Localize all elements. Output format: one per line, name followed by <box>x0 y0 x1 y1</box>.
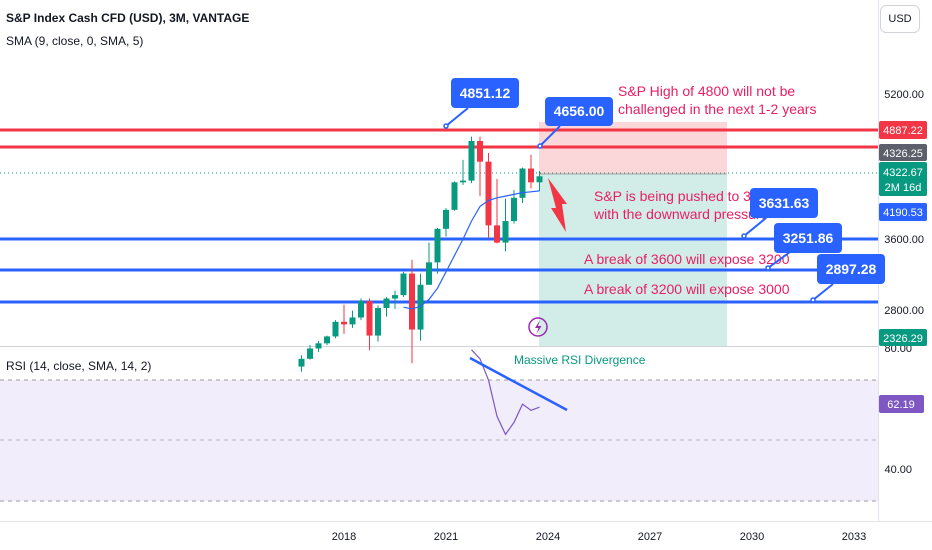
candle-body[interactable] <box>519 168 526 198</box>
callout-4851-label: 4851.12 <box>460 85 511 101</box>
candle-body[interactable] <box>332 321 339 337</box>
callout-2897[interactable]: 2897.28 <box>810 254 885 303</box>
note-break-3200[interactable]: A break of 3200 will expose 3000 <box>584 281 790 297</box>
candle-body[interactable] <box>494 225 500 243</box>
candle-body[interactable] <box>511 197 517 222</box>
price-tag-4326: 4326.25 <box>883 148 923 160</box>
callout-2897-label: 2897.28 <box>826 261 877 277</box>
candle-body[interactable] <box>417 284 424 330</box>
time-tick-2024: 2024 <box>536 531 560 543</box>
candle-body[interactable] <box>298 358 305 367</box>
chart-title: S&P Index Cash CFD (USD), 3M, VANTAGE <box>6 11 250 25</box>
price-tick-2800: 2800.00 <box>884 305 924 317</box>
rsi-value-tag: 62.19 <box>887 399 915 411</box>
sma-legend[interactable]: SMA (9, close, 0, SMA, 5) <box>6 34 144 48</box>
candle-body[interactable] <box>460 180 466 183</box>
candlestick-series[interactable] <box>298 136 543 372</box>
candle-body[interactable] <box>485 161 492 226</box>
callout-4656-label: 4656.00 <box>554 103 605 119</box>
price-tag-2326: 2326.29 <box>883 333 923 345</box>
time-tick-2030: 2030 <box>740 531 764 543</box>
candle-body[interactable] <box>349 317 356 325</box>
price-tag-sma-bg <box>879 203 927 221</box>
note-break-3600[interactable]: A break of 3600 will expose 3200 <box>584 251 790 267</box>
callout-4656[interactable]: 4656.00 <box>537 97 613 149</box>
callout-3251[interactable]: 3251.86 <box>765 223 842 271</box>
callout-4851[interactable]: 4851.12 <box>443 78 519 129</box>
price-tag-sma: 4190.53 <box>883 207 923 219</box>
callout-3631[interactable]: 3631.63 <box>741 188 818 239</box>
rsi-divergence-note: Massive RSI Divergence <box>514 353 646 367</box>
candle-body[interactable] <box>392 295 398 299</box>
price-tag-2326-bg <box>879 329 927 346</box>
candle-body[interactable] <box>324 336 330 344</box>
price-scale[interactable]: 5200.00 3600.00 2800.00 80.00 40.00 4887… <box>879 89 927 476</box>
candle-body[interactable] <box>528 168 534 183</box>
lightning-bolt-icon <box>535 320 542 334</box>
candle-body[interactable] <box>366 301 373 336</box>
callout-3251-label: 3251.86 <box>783 230 834 246</box>
candle-body[interactable] <box>400 273 407 296</box>
candle-body[interactable] <box>426 262 432 285</box>
candle-body[interactable] <box>341 321 347 325</box>
candle-body[interactable] <box>383 298 390 309</box>
candle-body[interactable] <box>307 348 313 359</box>
price-pane[interactable] <box>0 0 878 346</box>
note-high-line-1[interactable]: S&P High of 4800 will not be <box>618 83 795 99</box>
note-push-line-1[interactable]: S&P is being pushed to 3600 <box>594 188 775 204</box>
price-tag-4326-bg <box>879 144 927 161</box>
candle-body[interactable] <box>468 140 475 181</box>
note-push-line-2[interactable]: with the downward pressure <box>593 206 769 222</box>
time-tick-2027: 2027 <box>638 531 662 543</box>
candle-body[interactable] <box>434 228 441 263</box>
time-tick-2033: 2033 <box>842 531 866 543</box>
candle-body[interactable] <box>443 209 449 229</box>
down-arrow[interactable] <box>548 178 567 232</box>
candle-body[interactable] <box>375 308 381 336</box>
short-position-target-zone[interactable] <box>539 174 727 346</box>
time-tick-2018: 2018 <box>332 531 356 543</box>
candle-body[interactable] <box>315 343 322 349</box>
note-high-line-2[interactable]: challenged in the next 1-2 years <box>618 101 816 117</box>
time-tick-2021: 2021 <box>434 531 458 543</box>
candle-body[interactable] <box>477 140 483 162</box>
rsi-tick-40: 40.00 <box>884 464 912 476</box>
price-tag-4887: 4887.22 <box>883 125 923 137</box>
currency-button[interactable]: USD <box>880 5 920 33</box>
price-tick-5200: 5200.00 <box>884 89 924 101</box>
price-tag-last-bg <box>879 162 927 196</box>
price-tick-3600: 3600.00 <box>884 234 924 246</box>
candle-body[interactable] <box>536 176 543 183</box>
rsi-divergence-line[interactable] <box>469 356 568 412</box>
candle-body[interactable] <box>451 182 458 210</box>
rsi-value-tag-bg <box>879 395 924 413</box>
price-tag-4887-bg <box>879 121 927 139</box>
lightning-icon[interactable] <box>528 317 548 337</box>
rsi-legend[interactable]: RSI (14, close, SMA, 14, 2) <box>6 359 152 373</box>
sma-line[interactable] <box>403 190 540 310</box>
candle-body[interactable] <box>502 221 509 243</box>
callout-3631-label: 3631.63 <box>759 195 810 211</box>
price-tag-countdown: 2M 16d <box>885 182 922 194</box>
candle-body[interactable] <box>358 301 364 318</box>
candle-body[interactable] <box>409 273 415 330</box>
price-tag-last: 4322.67 <box>883 167 923 179</box>
time-scale[interactable]: 2018 2021 2024 2027 2030 2033 <box>332 531 866 543</box>
